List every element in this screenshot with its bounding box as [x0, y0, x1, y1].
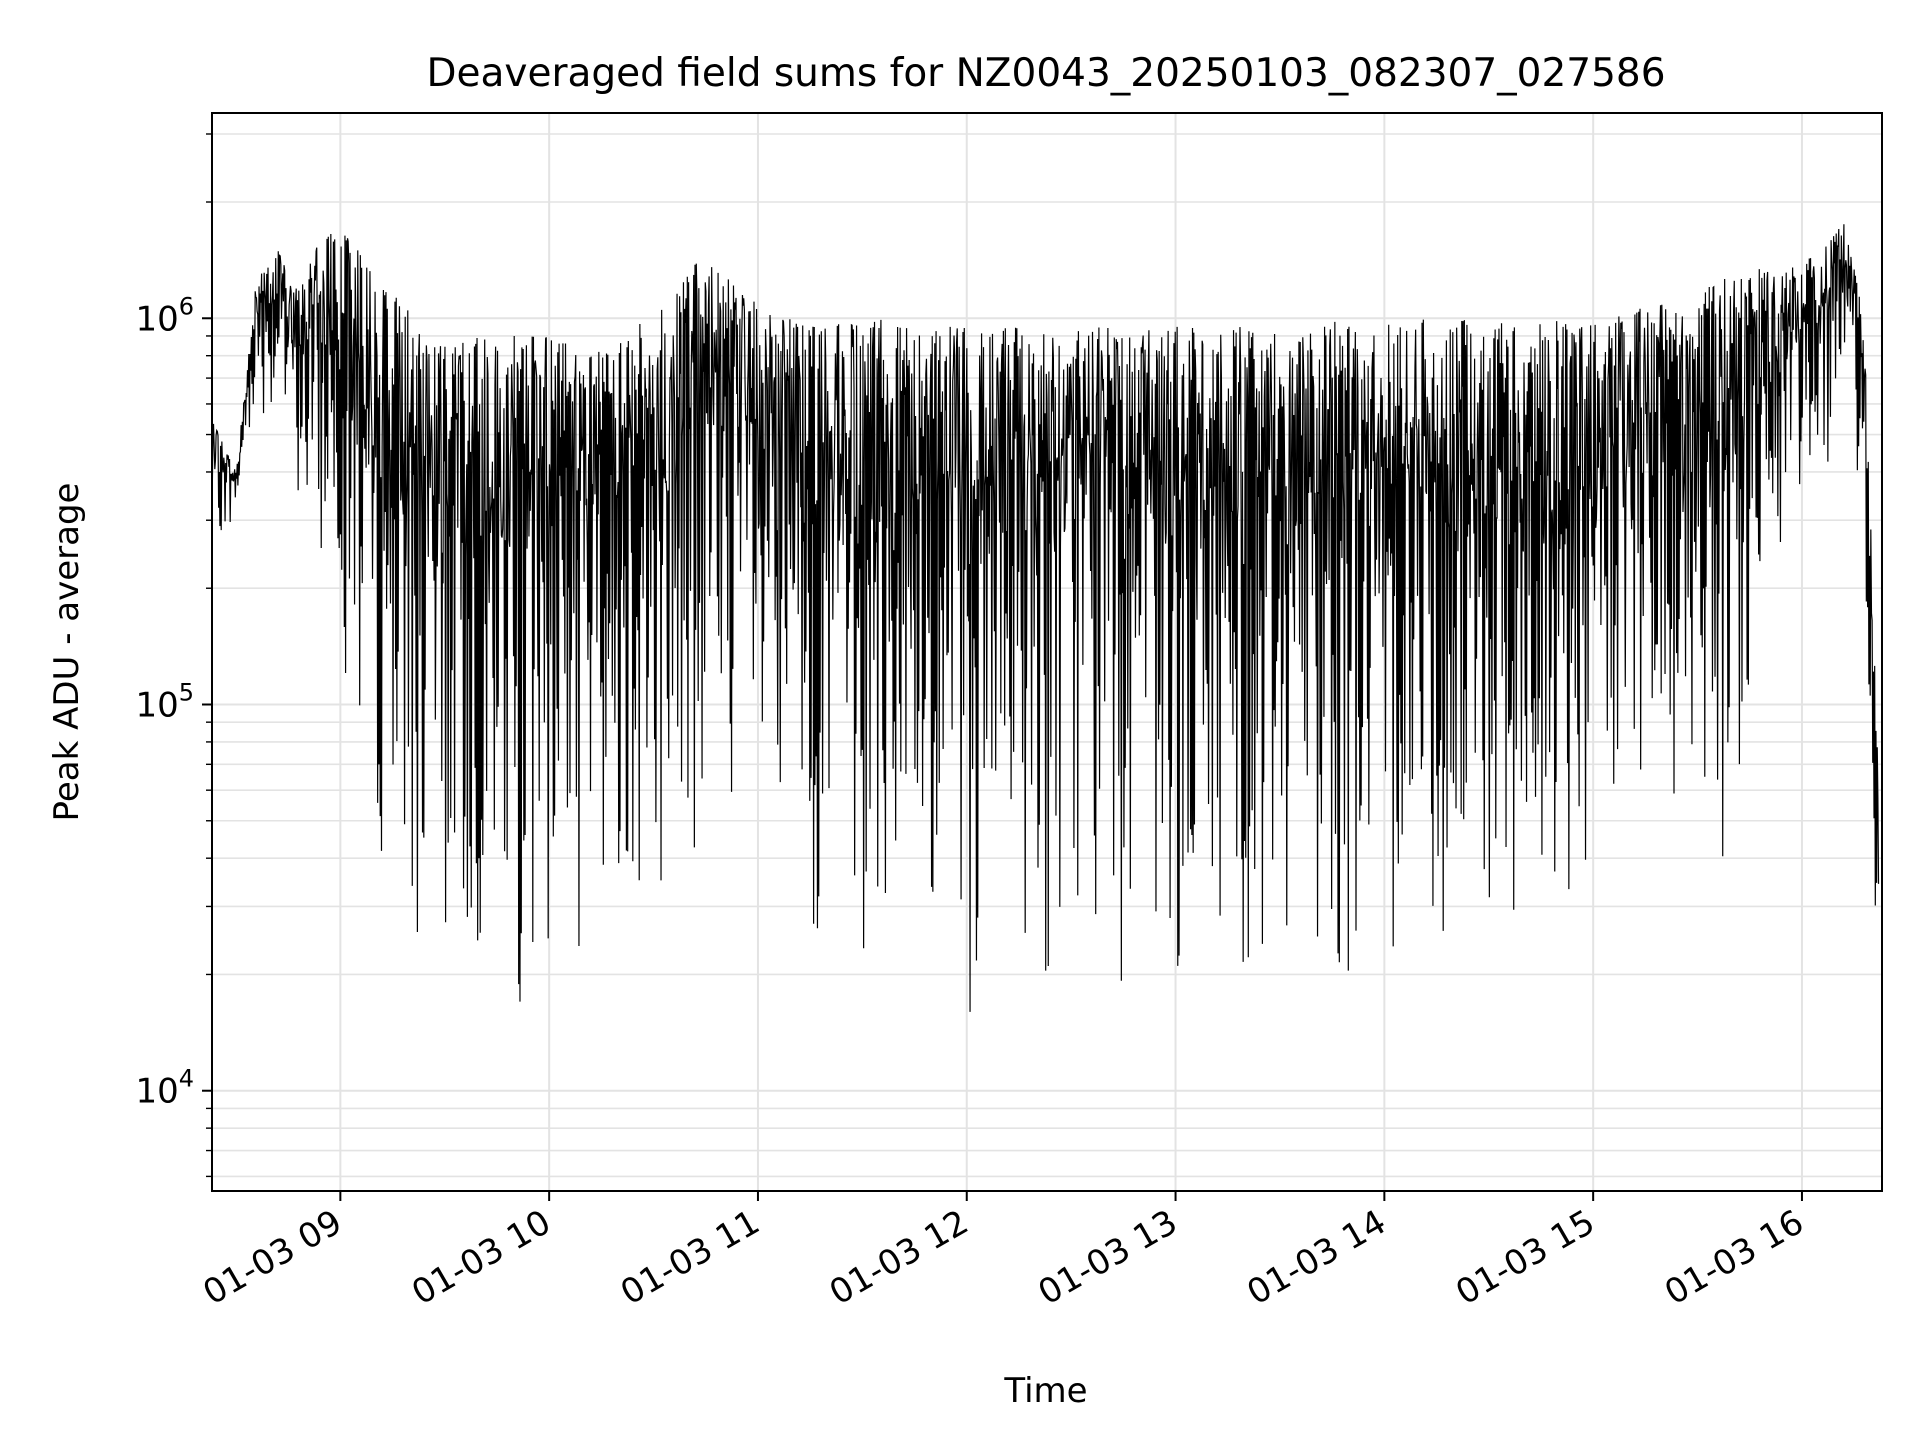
series-layer [210, 224, 1880, 1012]
y-tick-label: 104 [135, 1065, 194, 1112]
y-axis-label: Peak ADU - average [47, 483, 87, 822]
y-tick-label: 105 [135, 678, 194, 725]
x-axis-label: Time [1003, 1371, 1087, 1411]
plot-frame [211, 112, 1883, 1192]
y-axis: 104 105 106 [135, 133, 212, 1178]
y-tick-label: 106 [135, 292, 194, 339]
series-line [210, 224, 1880, 1012]
chart-title: Deaveraged field sums for NZ0043_2025010… [426, 51, 1665, 96]
